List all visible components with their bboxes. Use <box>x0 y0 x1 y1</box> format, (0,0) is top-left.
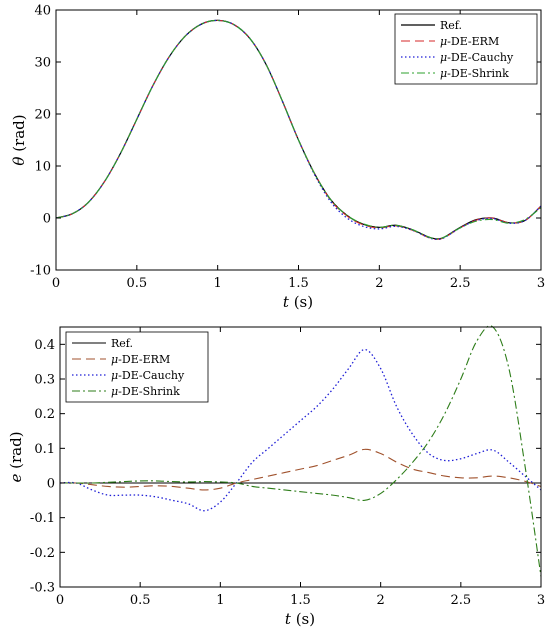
legend-entry: μ-DE-Cauchy <box>440 51 514 64</box>
legend-entry: μ-DE-Cauchy <box>111 369 185 382</box>
y-tick-label: 0 <box>43 212 51 227</box>
x-tick-label: 2 <box>375 276 383 291</box>
legend: Ref. μ-DE-ERM μ-DE-Cauchy μ-DE-Shrink <box>394 13 538 85</box>
y-axis-label: e (rad) <box>7 431 25 482</box>
x-axis-label: t (s) <box>285 610 315 628</box>
legend-entry: μ-DE-ERM <box>440 35 499 48</box>
error-plot: 0 0.5 1 1.5 2 2.5 3 -0.3 -0.2 -0.1 0 0.1 0.2 0.3 0.4 R… <box>7 325 545 628</box>
series-line-de-cauchy <box>55 19 542 241</box>
x-tick-label: 1 <box>216 593 224 608</box>
y-tick-label: -0.3 <box>30 581 55 596</box>
series-line-de-erm <box>59 448 542 491</box>
x-tick-label: 3 <box>537 593 545 608</box>
legend-entry: μ-DE-Shrink <box>440 67 509 80</box>
legend-box <box>65 331 209 403</box>
x-tick-label: 1.5 <box>290 593 311 608</box>
legend-entry: μ-DE-ERM <box>111 353 170 366</box>
x-tick-label: 3 <box>537 276 545 291</box>
x-tick-label: 1 <box>214 276 222 291</box>
x-tick-label: 0 <box>56 593 64 608</box>
y-tick-label: 0.3 <box>34 373 55 388</box>
y-tick-label: 10 <box>34 160 51 175</box>
y-tick-label: -10 <box>30 264 51 279</box>
x-tick-label: 1.5 <box>288 276 309 291</box>
y-tick-label: 40 <box>34 4 51 19</box>
y-tick-label: -0.1 <box>30 511 55 526</box>
legend-entry: Ref. <box>440 19 462 32</box>
x-tick-label: 2.5 <box>450 593 471 608</box>
x-tick-label: 0.5 <box>126 276 147 291</box>
x-tick-label: 2 <box>377 593 385 608</box>
legend: Ref. μ-DE-ERM μ-DE-Cauchy μ-DE-Shrink <box>65 331 209 403</box>
x-axis-label: t (s) <box>283 293 313 311</box>
series-line-de-cauchy <box>59 348 542 512</box>
y-tick-label: 0.1 <box>34 442 55 457</box>
x-tick-label: 2.5 <box>450 276 471 291</box>
x-tick-label: 0 <box>52 276 60 291</box>
y-tick-label: 20 <box>34 108 51 123</box>
y-tick-label: 0 <box>47 477 55 492</box>
legend-entry: Ref. <box>111 337 133 350</box>
y-tick-label: -0.2 <box>30 546 55 561</box>
series-line-de-shrink <box>59 325 542 577</box>
y-tick-label: 30 <box>34 56 51 71</box>
legend-entry: μ-DE-Shrink <box>111 385 180 398</box>
series-line-de-shrink <box>55 19 542 240</box>
y-tick-label: 0.4 <box>34 338 55 353</box>
y-tick-label: 0.2 <box>34 407 55 422</box>
legend-box <box>394 13 538 85</box>
x-tick-label: 0.5 <box>130 593 151 608</box>
y-axis-label: θ (rad) <box>10 114 28 165</box>
